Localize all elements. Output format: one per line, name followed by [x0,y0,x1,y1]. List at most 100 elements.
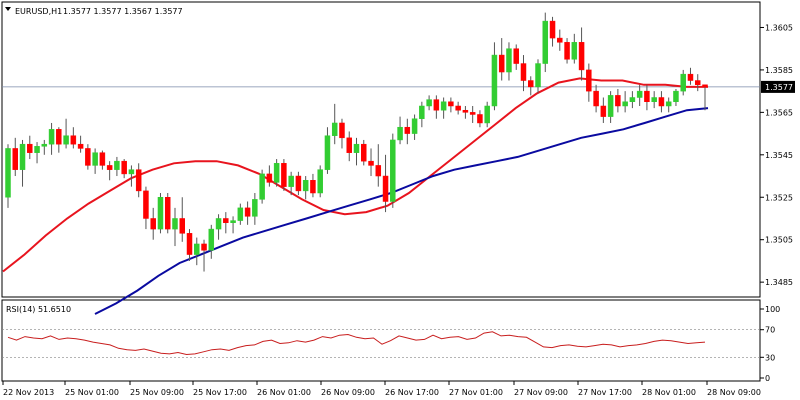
candle-bull [426,99,432,107]
candle-bear [658,97,665,107]
time-axis-label: 27 Nov 01:00 [449,388,503,397]
candle-bull [484,105,490,124]
time-axis-label: 26 Nov 17:00 [385,388,439,397]
time-axis-label: 25 Nov 09:00 [130,388,184,397]
candle-bull [673,90,679,102]
candle-bull [317,169,323,194]
candle-bear [201,243,207,251]
candle-bull [506,48,512,73]
candle-bear [281,163,287,187]
price-axis-label: 1.3485 [765,278,793,287]
candle-bear [295,175,302,192]
candle-bear [469,112,476,115]
candle-bull [651,97,657,102]
candle-bear [368,160,374,166]
candle-bull [194,243,200,255]
time-axis-label: 28 Nov 09:00 [707,388,761,397]
candle-bull [411,118,418,134]
time-axis-label: 27 Nov 17:00 [578,388,632,397]
time-axis-label: 22 Nov 2013 [3,388,54,397]
candle-bull [331,122,338,136]
candle-bull [622,101,628,107]
candle-bull [237,207,244,221]
candle-bear [520,63,527,81]
candle-bear [121,160,127,175]
candle-bear [12,148,19,170]
price-axis-label: 1.3545 [765,151,793,160]
candle-bull [571,42,578,60]
price-pane-frame [1,1,761,298]
candle-bear [564,42,570,60]
candle-bear [382,175,389,202]
time-axis-label: 25 Nov 01:00 [65,388,119,397]
candle-bear [56,129,62,145]
candle-bear [179,218,185,234]
candle-bear [361,143,367,162]
candle-bear [615,95,621,107]
candle-bear [477,114,483,124]
candle-bear [339,122,345,139]
candle-bear [143,190,149,219]
candle-bear [186,233,193,255]
candles-layer [5,12,708,272]
candle-bull [19,143,26,170]
grid-layer [1,1,761,382]
candle-bull [48,129,55,145]
price-axis-label: 1.3585 [765,66,793,75]
candle-bear [135,169,142,192]
candle-bull [324,135,331,170]
price-tag [761,80,795,93]
candle-bull [353,143,360,153]
price-axis-label: 1.3505 [765,236,793,245]
candle-bear [448,101,454,107]
candle-bear [644,90,650,102]
price-tag-label: 1.3577 [765,83,793,92]
candle-bear [244,207,251,217]
time-axis-label: 26 Nov 01:00 [257,388,311,397]
candle-bear [549,20,556,39]
candle-bull [172,218,178,230]
candle-bear [694,80,701,86]
candle-bear [150,218,156,230]
candle-bull [607,95,614,117]
candle-bear [106,165,113,170]
rsi-axis-label: 0 [765,374,770,383]
candle-bull [397,126,403,141]
candle-bull [92,152,98,166]
candle-bear [528,80,534,88]
triangle-down-icon[interactable] [5,7,11,11]
candle-bull [208,228,215,251]
price-axis-label: 1.3565 [765,108,793,117]
candle-bear [266,173,273,183]
candle-bull [63,135,69,145]
candle-bull [128,169,135,175]
candle-bull [440,101,447,111]
candle-bear [223,218,229,223]
candle-bull [41,143,48,147]
candle-bear [346,137,352,153]
candle-bull [636,90,643,98]
candle-bear [578,42,585,71]
time-axis-label: 28 Nov 01:00 [642,388,696,397]
candle-bull [230,220,236,223]
candle-bear [85,148,91,166]
candle-bear [99,152,106,166]
symbol-label: EURUSD,H1 [15,7,62,16]
candle-bear [375,165,382,177]
candle-bull [390,139,396,202]
candle-bull [491,54,498,107]
candle-bear [433,99,440,111]
candle-bull [419,105,425,119]
time-axis-label: 26 Nov 09:00 [321,388,375,397]
candle-bull [629,97,636,102]
axis-layer: 1.3605 1.3585 1.3565 1.3545 1.3525 1.3505 1.34… [2,23,795,397]
candle-bull [665,101,672,107]
candle-bear [513,48,519,64]
rsi-line [7,331,706,356]
candle-bear [455,105,461,111]
candle-bear [498,54,505,73]
time-axis-label: 25 Nov 17:00 [193,388,247,397]
ohlc-label: 1.3577 1.3577 1.3567 1.3577 [63,7,183,16]
